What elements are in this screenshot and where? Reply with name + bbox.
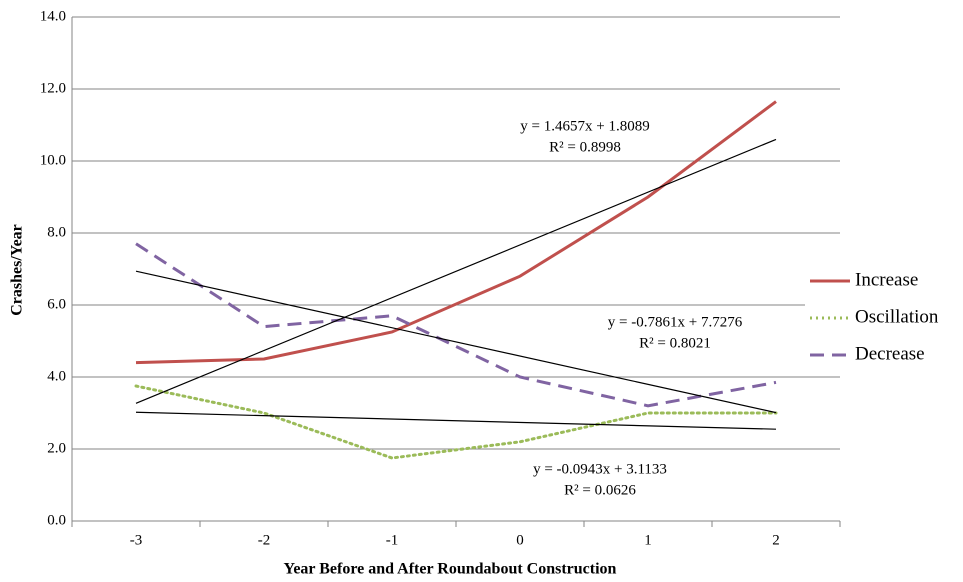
legend-label: Decrease — [855, 343, 925, 364]
y-tick-label: 12.0 — [40, 80, 66, 96]
trend-equation: y = -0.0943x + 3.1133 — [533, 461, 667, 477]
x-tick-label: 0 — [516, 532, 524, 548]
trend-r2: R² = 0.8998 — [549, 139, 621, 155]
series-line — [135, 242, 777, 408]
trend-r2: R² = 0.8021 — [639, 335, 711, 351]
trend-equation: y = 1.4657x + 1.8089 — [520, 118, 649, 134]
y-tick-label: 0.0 — [47, 512, 66, 528]
y-tick-label: 4.0 — [47, 368, 66, 384]
trendline — [135, 138, 777, 404]
x-tick-label: 1 — [644, 532, 652, 548]
legend-label: Oscillation — [855, 306, 939, 327]
x-axis-label: Year Before and After Roundabout Constru… — [284, 561, 617, 578]
y-tick-label: 2.0 — [47, 440, 66, 456]
trendline — [135, 411, 777, 430]
y-tick-label: 14.0 — [40, 8, 66, 24]
series-line — [134, 384, 778, 460]
y-axis-label: Crashes/Year — [9, 224, 26, 316]
trendline — [135, 270, 777, 414]
y-tick-label: 6.0 — [47, 296, 66, 312]
x-tick-label: -2 — [258, 532, 271, 548]
x-tick-label: 2 — [772, 532, 780, 548]
trend-equation: y = -0.7861x + 7.7276 — [608, 314, 743, 330]
legend-label: Increase — [855, 269, 918, 290]
trend-r2: R² = 0.0626 — [564, 482, 636, 498]
y-tick-label: 10.0 — [40, 152, 66, 168]
y-tick-label: 8.0 — [47, 224, 66, 240]
x-tick-label: -3 — [130, 532, 143, 548]
x-tick-label: -1 — [386, 532, 399, 548]
